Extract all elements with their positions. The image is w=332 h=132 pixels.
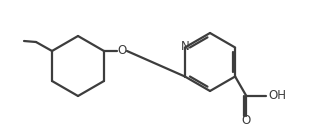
Text: OH: OH <box>268 89 286 102</box>
Text: O: O <box>117 44 126 58</box>
Text: N: N <box>181 40 189 53</box>
Text: O: O <box>241 114 251 127</box>
